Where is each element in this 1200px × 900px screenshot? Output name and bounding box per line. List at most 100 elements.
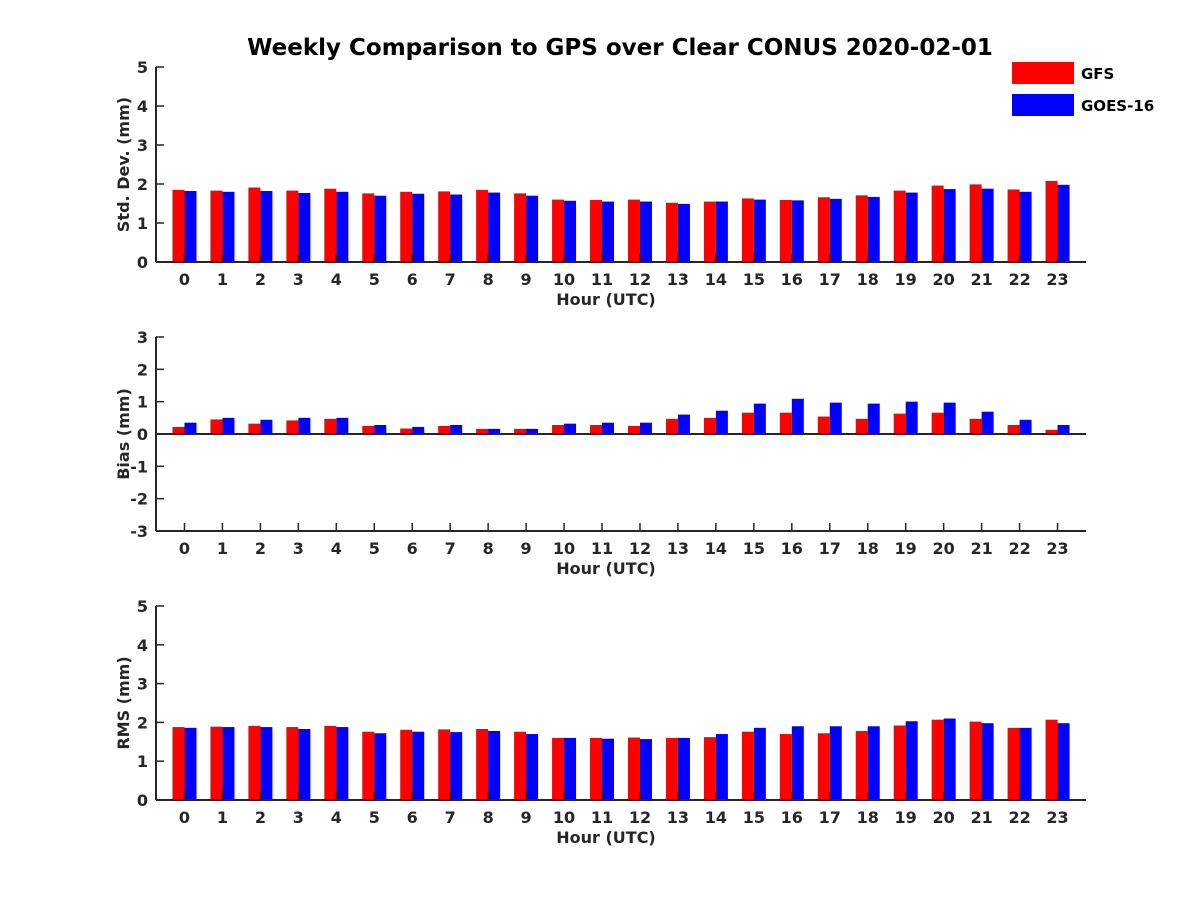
- bias-bar-goes16-7: [450, 424, 463, 434]
- std-dev-xtick-label: 22: [1008, 270, 1030, 289]
- bias-bar-gfs-20: [931, 412, 944, 434]
- std-dev-xtick-label: 13: [667, 270, 689, 289]
- bias-xtick-label: 3: [293, 539, 304, 558]
- bias-bar-goes16-2: [260, 419, 273, 434]
- std-dev-bar-goes16-23: [1057, 184, 1070, 262]
- bias-bar-gfs-22: [1007, 424, 1020, 434]
- rms-bar-gfs-18: [855, 730, 868, 800]
- std-dev-bar-gfs-9: [514, 193, 527, 262]
- bias-xtick-label: 0: [179, 539, 190, 558]
- std-dev-bar-gfs-22: [1007, 189, 1020, 262]
- bias-xtick-label: 5: [369, 539, 380, 558]
- rms-bar-gfs-2: [248, 725, 261, 800]
- bias-bar-gfs-15: [741, 412, 754, 434]
- std-dev-bar-goes16-14: [715, 201, 728, 262]
- std-dev-xtick-label: 21: [970, 270, 992, 289]
- rms-xtick-label: 21: [970, 808, 992, 827]
- std-dev-xtick-label: 7: [445, 270, 456, 289]
- rms-xtick-label: 8: [483, 808, 494, 827]
- bias-ytick-label: -1: [130, 457, 148, 476]
- rms-bar-goes16-3: [298, 729, 311, 800]
- rms-bar-gfs-4: [324, 725, 337, 800]
- bias-xtick-label: 12: [629, 539, 651, 558]
- rms-bar-goes16-23: [1057, 723, 1070, 800]
- rms-xtick-label: 16: [781, 808, 803, 827]
- std-dev-xtick-label: 1: [217, 270, 228, 289]
- bias-xtick-label: 10: [553, 539, 575, 558]
- rms-xtick-label: 10: [553, 808, 575, 827]
- rms-xtick-label: 19: [895, 808, 917, 827]
- std-dev-xtick-label: 12: [629, 270, 651, 289]
- std-dev-bar-goes16-4: [336, 191, 349, 262]
- bias-xtick-label: 22: [1008, 539, 1030, 558]
- rms-xtick-label: 9: [521, 808, 532, 827]
- rms-bar-gfs-21: [969, 721, 982, 800]
- std-dev-bar-gfs-21: [969, 184, 982, 262]
- std-dev-xtick-label: 5: [369, 270, 380, 289]
- rms-bar-gfs-13: [665, 737, 678, 800]
- bias-bar-goes16-4: [336, 417, 349, 434]
- bias-bar-goes16-3: [298, 417, 311, 434]
- bias-bar-gfs-21: [969, 418, 982, 434]
- std-dev-bar-goes16-21: [981, 188, 994, 262]
- bias-ytick-label: 3: [137, 328, 148, 347]
- rms-y-axis-label: RMS (mm): [114, 656, 133, 749]
- std-dev-bar-gfs-2: [248, 187, 261, 262]
- rms-xtick-label: 14: [705, 808, 727, 827]
- bias-bar-goes16-18: [867, 403, 880, 434]
- std-dev-bar-gfs-11: [590, 199, 603, 262]
- std-dev-xtick-label: 4: [331, 270, 342, 289]
- std-dev-bar-goes16-17: [829, 198, 842, 262]
- bias-bar-goes16-9: [526, 428, 539, 434]
- rms-xtick-label: 5: [369, 808, 380, 827]
- bias-bar-goes16-15: [753, 403, 766, 434]
- bias-bar-gfs-0: [172, 426, 185, 434]
- rms-bar-gfs-8: [476, 729, 489, 800]
- bias-bar-goes16-1: [222, 417, 235, 434]
- std-dev-bar-goes16-10: [564, 200, 577, 262]
- rms-bar-gfs-14: [703, 737, 716, 800]
- std-dev-bar-gfs-18: [855, 195, 868, 262]
- bias-xtick-label: 13: [667, 539, 689, 558]
- bias-bar-goes16-13: [677, 414, 690, 434]
- bias-bar-gfs-1: [210, 419, 223, 434]
- std-dev-bar-goes16-16: [791, 200, 804, 262]
- bias-y-axis-label: Bias (mm): [114, 388, 133, 480]
- bias-bar-gfs-3: [286, 420, 299, 434]
- rms-bar-goes16-19: [905, 721, 918, 800]
- std-dev-ytick-label: 4: [137, 97, 148, 116]
- std-dev-bar-goes16-9: [526, 195, 539, 262]
- rms-ytick-label: 2: [137, 713, 148, 732]
- rms-bar-goes16-8: [488, 730, 501, 800]
- rms-x-axis-label: Hour (UTC): [556, 828, 656, 847]
- std-dev-bar-gfs-15: [741, 198, 754, 262]
- rms-bar-gfs-7: [438, 729, 451, 800]
- rms-bar-goes16-13: [677, 737, 690, 800]
- std-dev-bar-goes16-18: [867, 196, 880, 262]
- rms-ytick-label: 5: [137, 597, 148, 616]
- std-dev-bar-gfs-19: [893, 190, 906, 262]
- rms-xtick-label: 15: [743, 808, 765, 827]
- bias-bar-gfs-17: [817, 416, 830, 434]
- bias-xtick-label: 23: [1046, 539, 1068, 558]
- std-dev-xtick-label: 2: [255, 270, 266, 289]
- rms-bar-gfs-19: [893, 725, 906, 800]
- rms-bar-goes16-2: [260, 727, 273, 800]
- std-dev-bar-gfs-14: [703, 201, 716, 262]
- std-dev-bar-goes16-5: [374, 195, 387, 262]
- std-dev-bar-gfs-1: [210, 190, 223, 262]
- bias-xtick-label: 9: [521, 539, 532, 558]
- rms-bar-gfs-9: [514, 731, 527, 800]
- std-dev-xtick-label: 10: [553, 270, 575, 289]
- bias-x-axis-label: Hour (UTC): [556, 559, 656, 578]
- rms-xtick-label: 22: [1008, 808, 1030, 827]
- rms-bar-gfs-6: [400, 729, 413, 800]
- rms-bar-goes16-22: [1019, 727, 1032, 800]
- legend-swatch-goes16: [1012, 94, 1074, 116]
- std-dev-ytick-label: 0: [137, 253, 148, 272]
- rms-bar-gfs-12: [627, 737, 640, 800]
- rms-xtick-label: 12: [629, 808, 651, 827]
